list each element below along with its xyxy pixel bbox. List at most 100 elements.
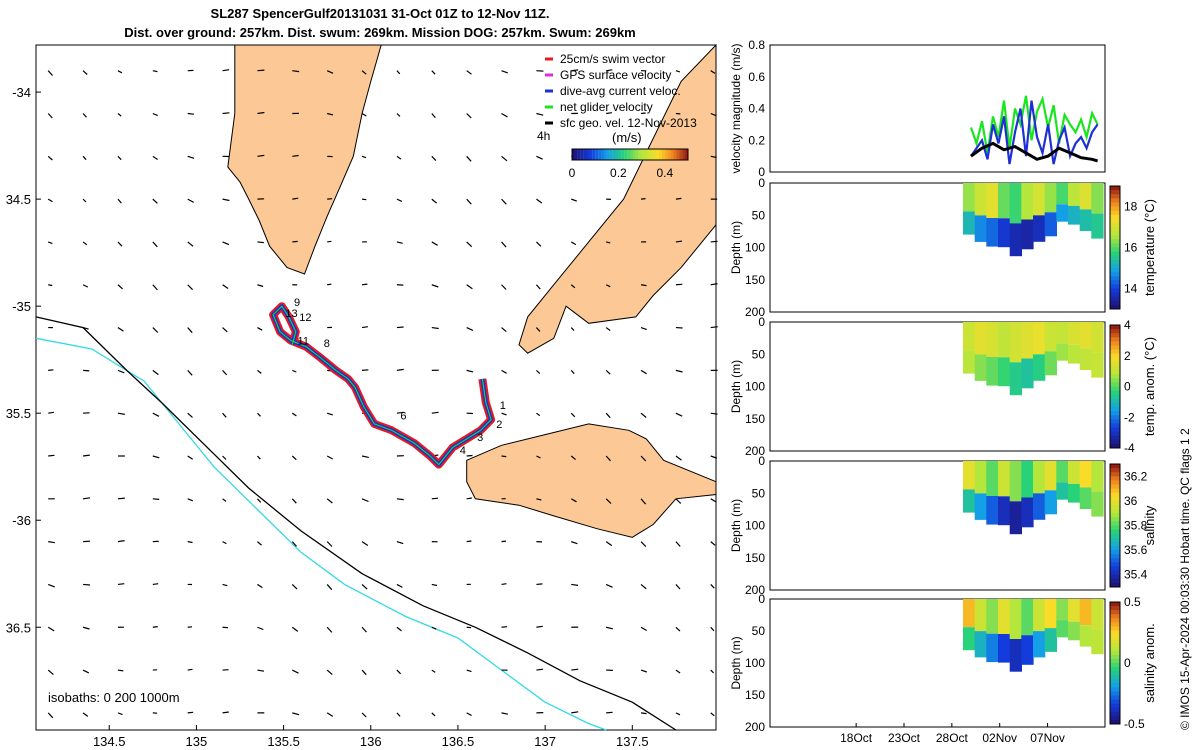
- track-day-label: 11: [298, 336, 309, 348]
- section-colorbar-swatch: [1110, 610, 1120, 615]
- geo-velocity-arrow: [466, 284, 473, 290]
- geo-velocity-arrow: [257, 284, 264, 288]
- section-colorbar-swatch: [1110, 500, 1120, 506]
- geo-velocity-arrow: [466, 712, 472, 717]
- geo-velocity-arrow: [640, 412, 647, 418]
- glider-track-net: [272, 305, 492, 466]
- section-lower-cell: [1033, 631, 1046, 658]
- section-colorbar-swatch: [1110, 394, 1120, 400]
- section-colorbar-swatch: [1110, 398, 1120, 404]
- geo-velocity-arrow: [640, 112, 646, 115]
- velocity-y-tick-label: 0.6: [748, 70, 765, 84]
- geo-velocity-arrow: [82, 284, 89, 288]
- section-colorbar-tick-label: 36: [1124, 494, 1138, 508]
- section-lower-cell: [1021, 635, 1034, 665]
- section-colorbar-swatch: [1110, 206, 1120, 212]
- geo-velocity-arrow: [536, 412, 541, 417]
- geo-velocity-arrow: [292, 240, 298, 243]
- section-colorbar-frame: [1109, 463, 1121, 588]
- section-upper-cell: [1068, 183, 1081, 206]
- geo-velocity-arrow: [361, 626, 367, 633]
- geo-velocity-arrow: [640, 198, 646, 200]
- map-colorbar-swatch: [612, 149, 616, 160]
- geo-velocity-arrow: [710, 455, 718, 459]
- geo-velocity-arrow: [152, 70, 158, 73]
- section-colorbar-tick-label: -0.5: [1124, 717, 1145, 731]
- geo-velocity-arrow: [187, 498, 194, 502]
- map-colorbar-swatch: [589, 149, 593, 160]
- geo-velocity-arrow: [82, 326, 89, 330]
- section-colorbar-swatch: [1110, 210, 1120, 216]
- geo-velocity-arrow: [326, 70, 334, 74]
- geo-velocity-arrow: [606, 112, 612, 115]
- section-colorbar-swatch: [1110, 259, 1120, 265]
- geo-velocity-arrow: [570, 241, 577, 246]
- geo-velocity-arrow: [675, 369, 683, 373]
- section-upper-cell: [1033, 599, 1046, 632]
- section-lower-cell: [974, 215, 987, 242]
- map-colorbar-swatch: [632, 149, 636, 160]
- geo-velocity-arrow: [640, 712, 647, 715]
- geo-velocity-arrow: [48, 541, 55, 544]
- geo-velocity-arrow: [710, 412, 718, 415]
- section-upper-cell: [986, 183, 999, 218]
- map-colorbar-swatch: [679, 149, 683, 160]
- section-lower-cell: [1091, 352, 1104, 378]
- section-y-tick-label: 150: [745, 273, 765, 287]
- section-colorbar-swatch: [1110, 517, 1120, 522]
- section-colorbar-label: temp. anom. (°C): [1142, 337, 1157, 436]
- section-colorbar-swatch: [1110, 546, 1120, 551]
- section-upper-cell: [1091, 461, 1104, 492]
- geo-velocity-arrow: [48, 411, 54, 414]
- section-colorbar-swatch: [1110, 707, 1120, 713]
- section-colorbar-swatch: [1110, 509, 1120, 514]
- geo-velocity-arrow: [570, 412, 576, 418]
- geo-velocity-arrow: [82, 113, 87, 118]
- geo-velocity-arrow: [82, 712, 89, 717]
- section-colorbar-swatch: [1110, 402, 1120, 408]
- section-colorbar-swatch: [1110, 296, 1120, 302]
- section-colorbar-swatch: [1110, 300, 1120, 306]
- geo-velocity-arrow: [396, 326, 404, 329]
- section-colorbar-swatch: [1110, 431, 1120, 437]
- section-colorbar-swatch: [1110, 198, 1120, 203]
- section-colorbar-tick-label: 35.6: [1124, 543, 1148, 557]
- geo-velocity-arrow: [361, 583, 368, 590]
- section-colorbar-swatch: [1110, 687, 1120, 692]
- geo-velocity-arrow: [257, 669, 265, 672]
- geo-velocity-arrow: [501, 112, 508, 118]
- track-day-label: 2: [496, 419, 502, 431]
- geo-velocity-arrow: [82, 155, 87, 161]
- section-colorbar-swatch: [1110, 357, 1120, 363]
- section-lower-cell: [1068, 483, 1081, 503]
- geo-velocity-arrow: [640, 669, 647, 673]
- geo-velocity-arrow: [326, 498, 333, 504]
- geo-velocity-arrow: [466, 241, 473, 248]
- geo-velocity-arrow: [675, 584, 681, 590]
- section-colorbar-swatch: [1110, 374, 1120, 379]
- geo-velocity-arrow: [675, 498, 682, 504]
- section-lower-cell: [1056, 343, 1069, 361]
- geo-velocity-arrow: [152, 626, 158, 628]
- section-y-tick-label: 100: [745, 241, 765, 255]
- geo-velocity-arrow: [431, 411, 439, 414]
- map-scale-label: 4h: [537, 129, 550, 143]
- geo-velocity-arrow: [326, 584, 333, 591]
- section-y-tick-label: 0: [758, 315, 765, 329]
- section-upper-cell: [1009, 461, 1022, 502]
- geo-velocity-arrow: [47, 583, 55, 588]
- map-axes-frame: [35, 44, 717, 731]
- geo-velocity-arrow: [571, 541, 578, 545]
- geo-velocity-arrow: [535, 284, 541, 290]
- section-colorbar-swatch: [1110, 263, 1120, 269]
- section-lower-cell: [986, 633, 999, 663]
- section-y-tick-label: 50: [752, 624, 766, 638]
- geo-velocity-arrow: [466, 113, 472, 119]
- section-upper-cell: [1009, 183, 1022, 224]
- section-y-tick-label: 100: [745, 519, 765, 533]
- map-x-tick-label: 136: [360, 734, 382, 749]
- section-lower-cell: [1009, 362, 1022, 396]
- section-colorbar-swatch: [1110, 671, 1120, 676]
- geo-velocity-arrow: [327, 283, 332, 286]
- geo-velocity-arrow: [187, 541, 193, 544]
